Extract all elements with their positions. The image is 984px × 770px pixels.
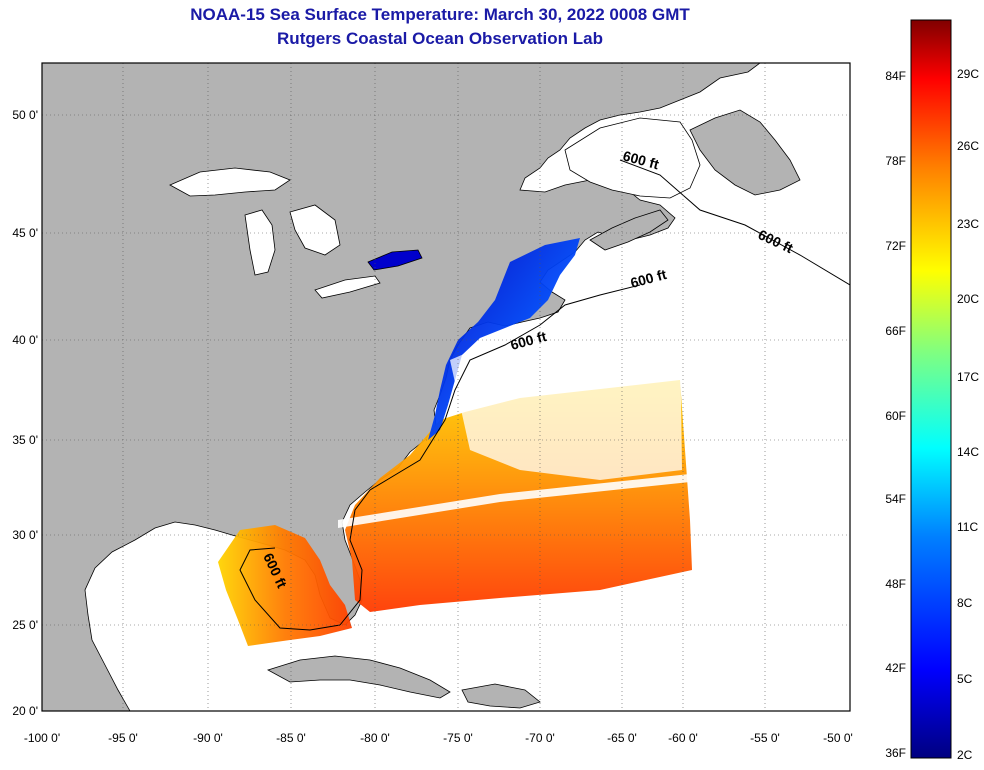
colorbar-f-label: 42F xyxy=(885,661,906,675)
longitude-tick-label: -80 0' xyxy=(360,731,390,745)
land-newfoundland xyxy=(689,109,801,196)
lake-ontario xyxy=(367,249,423,271)
colorbar-c-label: 20C xyxy=(957,292,979,306)
lake-michigan xyxy=(244,209,276,276)
colorbar-celsius-labels: 29C 26C 23C 20C 17C 14C 11C 8C 5C 2C xyxy=(957,67,979,762)
colorbar-c-label: 29C xyxy=(957,67,979,81)
contour-600ft xyxy=(239,159,850,631)
colorbar-f-label: 66F xyxy=(885,324,906,338)
colorbar xyxy=(910,19,952,759)
colorbar-f-label: 78F xyxy=(885,154,906,168)
sst-gap-stripe xyxy=(338,474,690,528)
latitude-tick-label: 35 0' xyxy=(12,433,38,447)
longitude-tick-label: -60 0' xyxy=(668,731,698,745)
land-hispaniola xyxy=(461,683,541,709)
latitude-tick-label: 40 0' xyxy=(12,333,38,347)
latitude-tick-label: 30 0' xyxy=(12,528,38,542)
longitude-tick-label: -95 0' xyxy=(108,731,138,745)
latitude-tick-label: 50 0' xyxy=(12,108,38,122)
sst-cloud-region xyxy=(450,320,682,480)
longitude-tick-label: -70 0' xyxy=(525,731,555,745)
lake-huron xyxy=(289,204,341,256)
graticule xyxy=(42,63,850,711)
colorbar-c-label: 26C xyxy=(957,139,979,153)
colorbar-f-label: 48F xyxy=(885,577,906,591)
latitude-tick-label: 20 0' xyxy=(12,704,38,718)
land-cuba xyxy=(266,655,451,699)
map-title: NOAA-15 Sea Surface Temperature: March 3… xyxy=(190,5,690,24)
colorbar-f-label: 60F xyxy=(885,409,906,423)
lake-erie xyxy=(314,275,381,299)
latitude-tick-label: 25 0' xyxy=(12,618,38,632)
latitude-labels: 50 0' 45 0' 40 0' 35 0' 30 0' 25 0' 20 0' xyxy=(12,108,38,718)
map-frame xyxy=(41,62,851,712)
lake-superior xyxy=(169,167,291,197)
colorbar-c-label: 14C xyxy=(957,445,979,459)
colorbar-c-label: 11C xyxy=(957,520,978,534)
longitude-labels: -100 0' -95 0' -90 0' -85 0' -80 0' -75 0' -70… xyxy=(24,731,853,745)
longitude-tick-label: -90 0' xyxy=(193,731,223,745)
colorbar-c-label: 23C xyxy=(957,217,979,231)
colorbar-f-label: 36F xyxy=(885,746,906,760)
colorbar-fahrenheit-labels: 84F 78F 72F 66F 60F 54F 48F 42F 36F xyxy=(885,69,906,760)
longitude-tick-label: -85 0' xyxy=(276,731,306,745)
colorbar-f-label: 84F xyxy=(885,69,906,83)
colorbar-c-label: 8C xyxy=(957,596,973,610)
colorbar-c-label: 5C xyxy=(957,672,973,686)
latitude-tick-label: 45 0' xyxy=(12,226,38,240)
colorbar-f-label: 54F xyxy=(885,492,906,506)
longitude-tick-label: -75 0' xyxy=(443,731,473,745)
longitude-tick-label: -100 0' xyxy=(24,731,60,745)
longitude-tick-label: -65 0' xyxy=(607,731,637,745)
land-nova-scotia xyxy=(589,209,669,251)
colorbar-c-label: 2C xyxy=(957,748,973,762)
colorbar-f-label: 72F xyxy=(885,239,906,253)
longitude-tick-label: -50 0' xyxy=(823,731,853,745)
sst-coastal-cold xyxy=(428,238,580,440)
sst-swath-gulf xyxy=(218,525,352,646)
gulf-of-st-lawrence xyxy=(564,117,701,199)
longitude-tick-label: -55 0' xyxy=(750,731,780,745)
map-subtitle: Rutgers Coastal Ocean Observation Lab xyxy=(277,29,603,48)
colorbar-c-label: 17C xyxy=(957,370,979,384)
